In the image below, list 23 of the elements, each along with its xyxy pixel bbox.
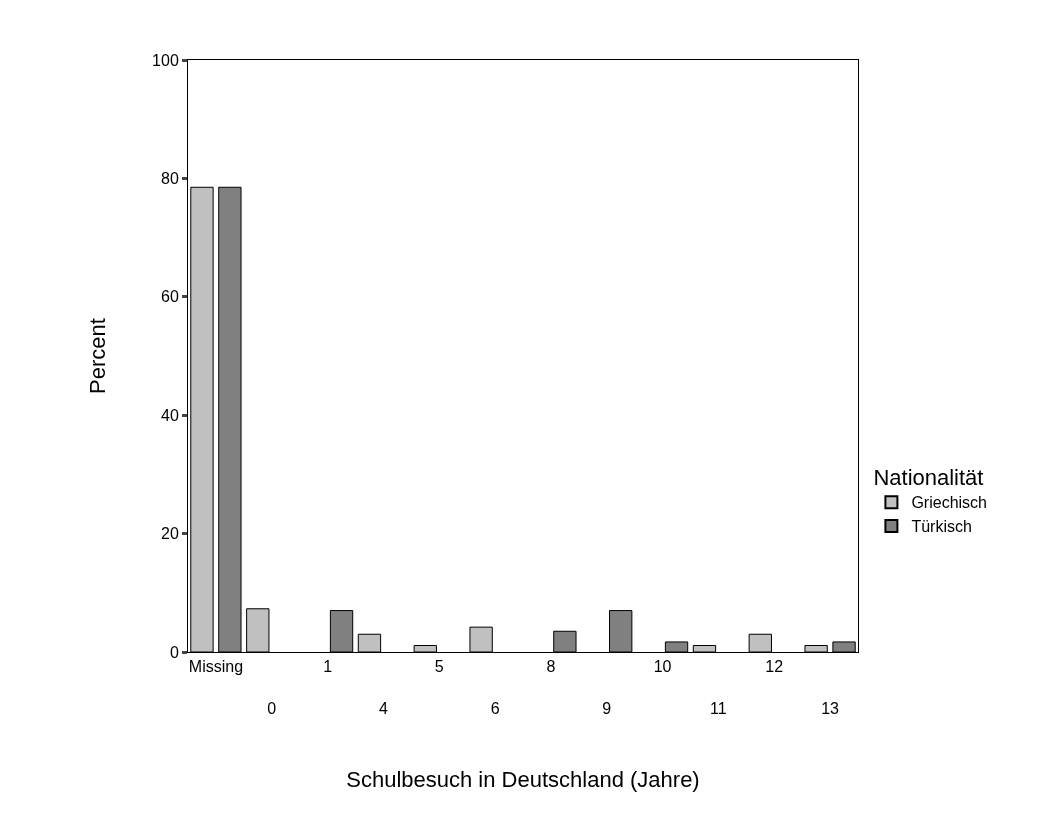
- x-tick-label: 1: [323, 658, 333, 676]
- y-tick-label: 40: [161, 406, 179, 424]
- y-axis-title: Percent: [84, 318, 110, 394]
- y-tick-label: 0: [169, 643, 179, 661]
- y-tick-label: 20: [161, 525, 179, 543]
- y-tick-label: 80: [161, 170, 179, 187]
- x-tick-label: 12: [765, 658, 784, 676]
- x-tick-label: Missing: [188, 658, 244, 676]
- x-tick-label: 13: [821, 699, 840, 717]
- x-tick-label: 8: [546, 658, 556, 676]
- x-tick-label: 0: [267, 699, 277, 717]
- legend-label: Griechisch: [911, 494, 987, 512]
- y-tick-label: 100: [152, 51, 179, 69]
- x-tick-label: 5: [434, 658, 444, 676]
- x-axis-title: Schulbesuch in Deutschland (Jahre): [346, 766, 700, 792]
- x-tick-label: 10: [653, 658, 672, 676]
- y-tick-label: 60: [161, 288, 179, 306]
- x-tick-label: 11: [710, 699, 727, 717]
- x-tick-label: 6: [490, 699, 500, 717]
- x-tick-label: 9: [602, 699, 612, 717]
- legend-title: Nationalität: [873, 465, 984, 491]
- legend-label: Türkisch: [911, 518, 972, 536]
- x-tick-label: 4: [378, 699, 388, 717]
